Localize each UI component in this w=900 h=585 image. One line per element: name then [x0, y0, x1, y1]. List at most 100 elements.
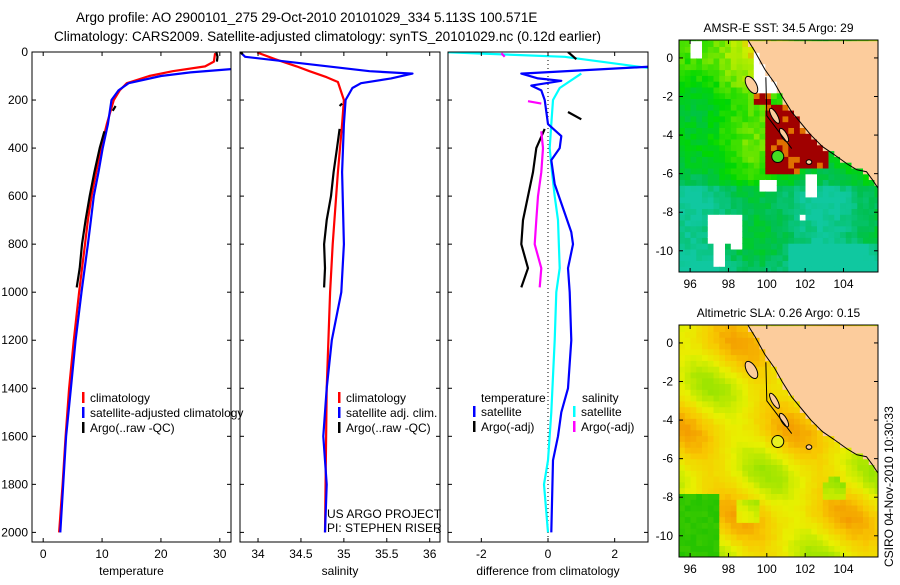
map-cell: [874, 150, 878, 157]
map-cell: [702, 395, 709, 402]
map-cell: [868, 214, 876, 221]
map-cell: [730, 354, 738, 361]
map-cell: [725, 366, 732, 373]
map-cell: [776, 231, 784, 238]
map-cell: [868, 470, 876, 477]
axes-frame: [678, 324, 879, 558]
map-cell: [696, 138, 703, 146]
map-cell: [684, 133, 692, 140]
map-cell: [702, 337, 709, 344]
map-cell: [868, 115, 876, 123]
map-cell: [736, 92, 743, 99]
map-cell: [765, 196, 772, 204]
map-cell: [817, 86, 824, 94]
map-cell: [730, 522, 738, 529]
map-cell: [868, 499, 876, 506]
map-cell: [811, 208, 818, 215]
map-cell: [811, 464, 818, 471]
map-cell: [874, 493, 878, 500]
map-cell: [799, 452, 807, 460]
map-cell: [834, 254, 841, 261]
map-cell: [690, 202, 697, 209]
map-cell: [828, 325, 835, 332]
map-cell: [719, 400, 726, 408]
map-cell: [713, 260, 720, 267]
map-cell: [730, 86, 738, 94]
map-cell: [696, 499, 703, 506]
map-cell: [863, 516, 870, 523]
map-cell: [794, 225, 801, 233]
map-cell: [753, 225, 761, 233]
map-cell: [748, 121, 755, 128]
map-cell: [753, 104, 761, 111]
map-cell: [776, 499, 784, 506]
map-cell: [776, 337, 784, 344]
map-cell: [702, 191, 709, 198]
map-cell: [736, 331, 743, 338]
map-cell: [868, 266, 876, 272]
map-cell: [690, 429, 697, 437]
map-cell: [822, 464, 830, 471]
map-cell: [840, 429, 847, 437]
map-cell: [690, 57, 697, 65]
map-cell: [759, 325, 766, 327]
map-cell: [805, 248, 812, 256]
map-cell: [782, 69, 789, 76]
map-cell: [782, 412, 789, 419]
map-cell: [765, 243, 772, 250]
map-cell: [776, 342, 784, 350]
map-cell: [799, 412, 807, 419]
map-cell: [719, 81, 726, 88]
map-cell: [684, 144, 692, 152]
map-cell: [736, 156, 743, 163]
map-cell: [690, 69, 697, 76]
map-cell: [868, 504, 876, 512]
map-cell: [759, 377, 766, 384]
map-cell: [702, 110, 709, 117]
map-cell: [822, 493, 830, 500]
map-cell: [822, 81, 830, 88]
map-cell: [811, 266, 818, 272]
map-cell: [776, 539, 784, 546]
legend-label: Argo(..raw -QC): [346, 421, 431, 435]
map-cell: [794, 412, 801, 419]
map-cell: [811, 400, 818, 408]
x-tick-label: 100: [757, 562, 777, 576]
map-cell: [696, 371, 703, 379]
map-cell: [765, 354, 772, 361]
map-cell: [845, 167, 853, 175]
map-cell: [713, 110, 720, 117]
map-cell: [759, 481, 766, 489]
map-cell: [834, 400, 841, 408]
map-cell: [719, 435, 726, 442]
y-tick-label: -8: [662, 490, 673, 504]
map-cell: [730, 325, 738, 332]
map-cell: [765, 395, 772, 402]
map-cell: [771, 493, 778, 500]
map-cell: [684, 196, 692, 204]
map-cell: [868, 69, 876, 76]
map-cell: [679, 377, 686, 384]
map-cell: [725, 348, 732, 356]
map-cell: [845, 545, 853, 552]
map-cell: [868, 360, 876, 367]
map-cell: [713, 115, 720, 123]
map-cell: [679, 115, 686, 123]
map-cell: [690, 493, 697, 500]
legend-label: Argo(-adj): [481, 420, 534, 434]
map-cell: [742, 214, 749, 221]
map-cell: [690, 481, 697, 489]
map-cell: [782, 354, 789, 361]
map-cell: [765, 237, 772, 244]
map-cell: [707, 325, 715, 332]
map-cell: [805, 127, 812, 134]
map-cell: [817, 243, 824, 250]
map-cell: [851, 92, 858, 99]
map-cell: [765, 504, 772, 512]
map-cell: [748, 481, 755, 489]
map-cell: [874, 371, 878, 379]
map-cell: [748, 447, 755, 454]
legend-header-salinity: salinity: [582, 391, 619, 405]
map-cell: [868, 493, 876, 500]
map-cell: [805, 516, 812, 523]
